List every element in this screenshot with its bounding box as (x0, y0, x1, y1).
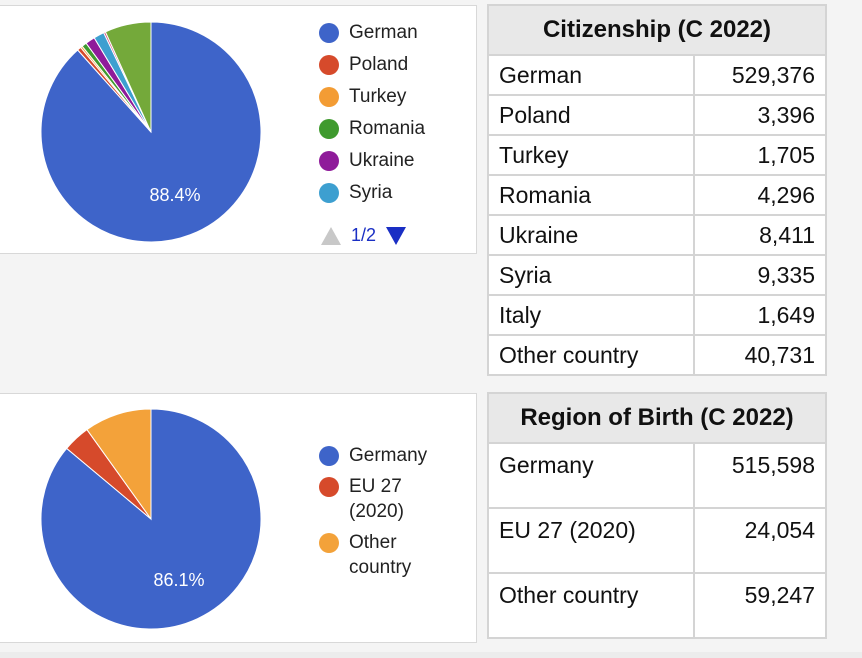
table-row: Turkey 1,705 (487, 134, 827, 176)
legend-swatch (319, 23, 339, 43)
table-row: Germany 515,598 (487, 442, 827, 509)
row-label: German (487, 54, 695, 96)
table-row: Ukraine 8,411 (487, 214, 827, 256)
row-value: 1,649 (693, 294, 827, 336)
page-up-icon[interactable] (321, 226, 341, 245)
next-panel-edge (0, 652, 862, 658)
row-value: 4,296 (693, 174, 827, 216)
table-row: German 529,376 (487, 54, 827, 96)
row-value: 529,376 (693, 54, 827, 96)
legend-swatch (319, 183, 339, 203)
legend-label: Other country (349, 532, 412, 578)
row-value: 3,396 (693, 94, 827, 136)
legend-pager: 1/2 (321, 225, 407, 246)
table-row: Italy 1,649 (487, 294, 827, 336)
row-value: 9,335 (693, 254, 827, 296)
legend-item-german[interactable]: German (319, 22, 425, 54)
legend-swatch (319, 477, 339, 497)
legend-item-poland[interactable]: Poland (319, 54, 425, 86)
legend-label: EU 27 (2020) (349, 476, 404, 522)
region-of-birth-chart-panel: 86.1% Germany EU 27 (2020) Other country (0, 393, 477, 643)
row-label: EU 27 (2020) (487, 507, 695, 574)
table-row: Syria 9,335 (487, 254, 827, 296)
table-row: Other country 40,731 (487, 334, 827, 376)
legend-label: Romania (349, 118, 426, 139)
table-row: EU 27 (2020) 24,054 (487, 507, 827, 574)
row-label: Syria (487, 254, 695, 296)
legend-label: Poland (349, 54, 409, 75)
row-value: 59,247 (693, 572, 827, 639)
table-row: Poland 3,396 (487, 94, 827, 136)
legend-label: Germany (349, 445, 428, 466)
legend-swatch (319, 55, 339, 75)
legend-item-romania[interactable]: Romania (319, 118, 425, 150)
row-label: Italy (487, 294, 695, 336)
row-label: Other country (487, 334, 695, 376)
legend-item-germany[interactable]: Germany (319, 445, 444, 468)
legend-item-ukraine[interactable]: Ukraine (319, 150, 425, 182)
legend-item-syria[interactable]: Syria (319, 182, 425, 214)
legend-swatch (319, 151, 339, 171)
citizenship-table: Citizenship (C 2022) German 529,376 Poland… (487, 4, 827, 376)
row-label: Germany (487, 442, 695, 509)
region-of-birth-table-title: Region of Birth (C 2022) (487, 392, 827, 444)
region-of-birth-pie-chart: 86.1% (40, 408, 262, 630)
legend-page-label: 1/2 (351, 225, 377, 245)
row-label: Turkey (487, 134, 695, 176)
pie-slice-label: 86.1% (153, 570, 204, 590)
region-of-birth-table: Region of Birth (C 2022) Germany 515,598 E… (487, 392, 827, 639)
citizenship-pie-chart: 88.4% (40, 21, 262, 243)
citizenship-table-title: Citizenship (C 2022) (487, 4, 827, 56)
row-value: 1,705 (693, 134, 827, 176)
legend-item-other-country[interactable]: Other country (319, 532, 444, 580)
row-value: 24,054 (693, 507, 827, 574)
row-label: Romania (487, 174, 695, 216)
legend-label: German (349, 22, 418, 43)
row-value: 8,411 (693, 214, 827, 256)
legend-swatch (319, 119, 339, 139)
table-row: Romania 4,296 (487, 174, 827, 216)
region-of-birth-legend: Germany EU 27 (2020) Other country (319, 445, 444, 588)
row-value: 40,731 (693, 334, 827, 376)
legend-swatch (319, 533, 339, 553)
pie-slice-other-country[interactable] (104, 21, 152, 133)
row-label: Other country (487, 572, 695, 639)
row-label: Poland (487, 94, 695, 136)
legend-item-turkey[interactable]: Turkey (319, 86, 425, 118)
pie-slice-other-country[interactable] (86, 408, 152, 521)
row-value: 515,598 (693, 442, 827, 509)
page-down-icon[interactable] (386, 226, 407, 245)
legend-label: Ukraine (349, 150, 415, 171)
citizenship-legend: German Poland Turkey Romania Ukraine Syria (319, 22, 425, 214)
citizenship-chart-panel: 88.4% German Poland Turkey Romania Ukraine Sy… (0, 5, 477, 254)
legend-swatch (319, 446, 339, 466)
legend-label: Syria (349, 182, 393, 203)
legend-swatch (319, 87, 339, 107)
table-row: Other country 59,247 (487, 572, 827, 639)
pie-slice-label: 88.4% (149, 185, 200, 205)
row-label: Ukraine (487, 214, 695, 256)
legend-item-eu-27-2020[interactable]: EU 27 (2020) (319, 476, 444, 524)
legend-label: Turkey (349, 86, 407, 107)
